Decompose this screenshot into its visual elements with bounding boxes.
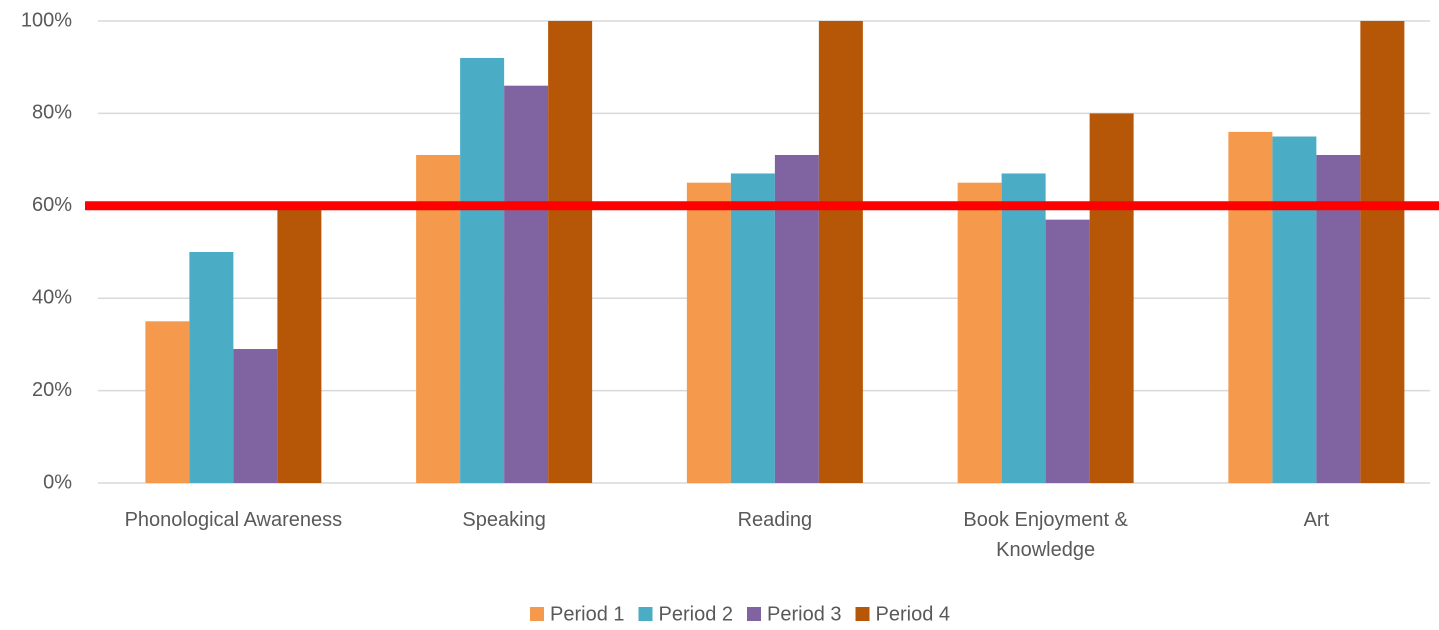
- legend-label: Period 3: [767, 603, 842, 625]
- bar: [686, 182, 731, 483]
- bar: [1001, 173, 1046, 483]
- bar: [1272, 136, 1317, 483]
- bar: [1228, 131, 1273, 483]
- y-tick-label: 100%: [21, 9, 72, 31]
- y-tick-label: 60%: [32, 194, 72, 216]
- legend-swatch: [747, 607, 761, 621]
- x-tick-label: Reading: [737, 509, 813, 531]
- x-tick-label: Book Enjoyment & Knowledge: [963, 509, 1128, 561]
- legend-swatch: [530, 607, 544, 621]
- bar: [504, 85, 549, 484]
- y-tick-label: 80%: [32, 102, 72, 124]
- x-tick-label: Phonological Awareness: [124, 509, 343, 531]
- bar: [730, 173, 775, 483]
- y-tick-label: 20%: [32, 379, 72, 401]
- bar: [277, 205, 322, 484]
- legend-label: Period 4: [876, 603, 951, 625]
- legend-label: Period 2: [659, 603, 734, 625]
- x-tick-label: Speaking: [462, 509, 546, 531]
- bar: [957, 182, 1002, 483]
- legend-swatch: [638, 607, 653, 621]
- legend-label: Period 1: [550, 603, 625, 625]
- bar: [1045, 219, 1090, 483]
- bar: [189, 252, 234, 483]
- bar: [548, 21, 593, 483]
- y-tick-label: 0%: [43, 471, 72, 493]
- bar: [460, 57, 505, 484]
- legend-swatch: [855, 607, 870, 621]
- x-tick-label: Art: [1303, 509, 1330, 531]
- bar: [818, 21, 863, 483]
- bar: [233, 349, 278, 483]
- y-tick-label: 40%: [32, 286, 72, 308]
- bar: [145, 321, 190, 483]
- bar: [1360, 21, 1405, 483]
- bar: [1089, 113, 1134, 484]
